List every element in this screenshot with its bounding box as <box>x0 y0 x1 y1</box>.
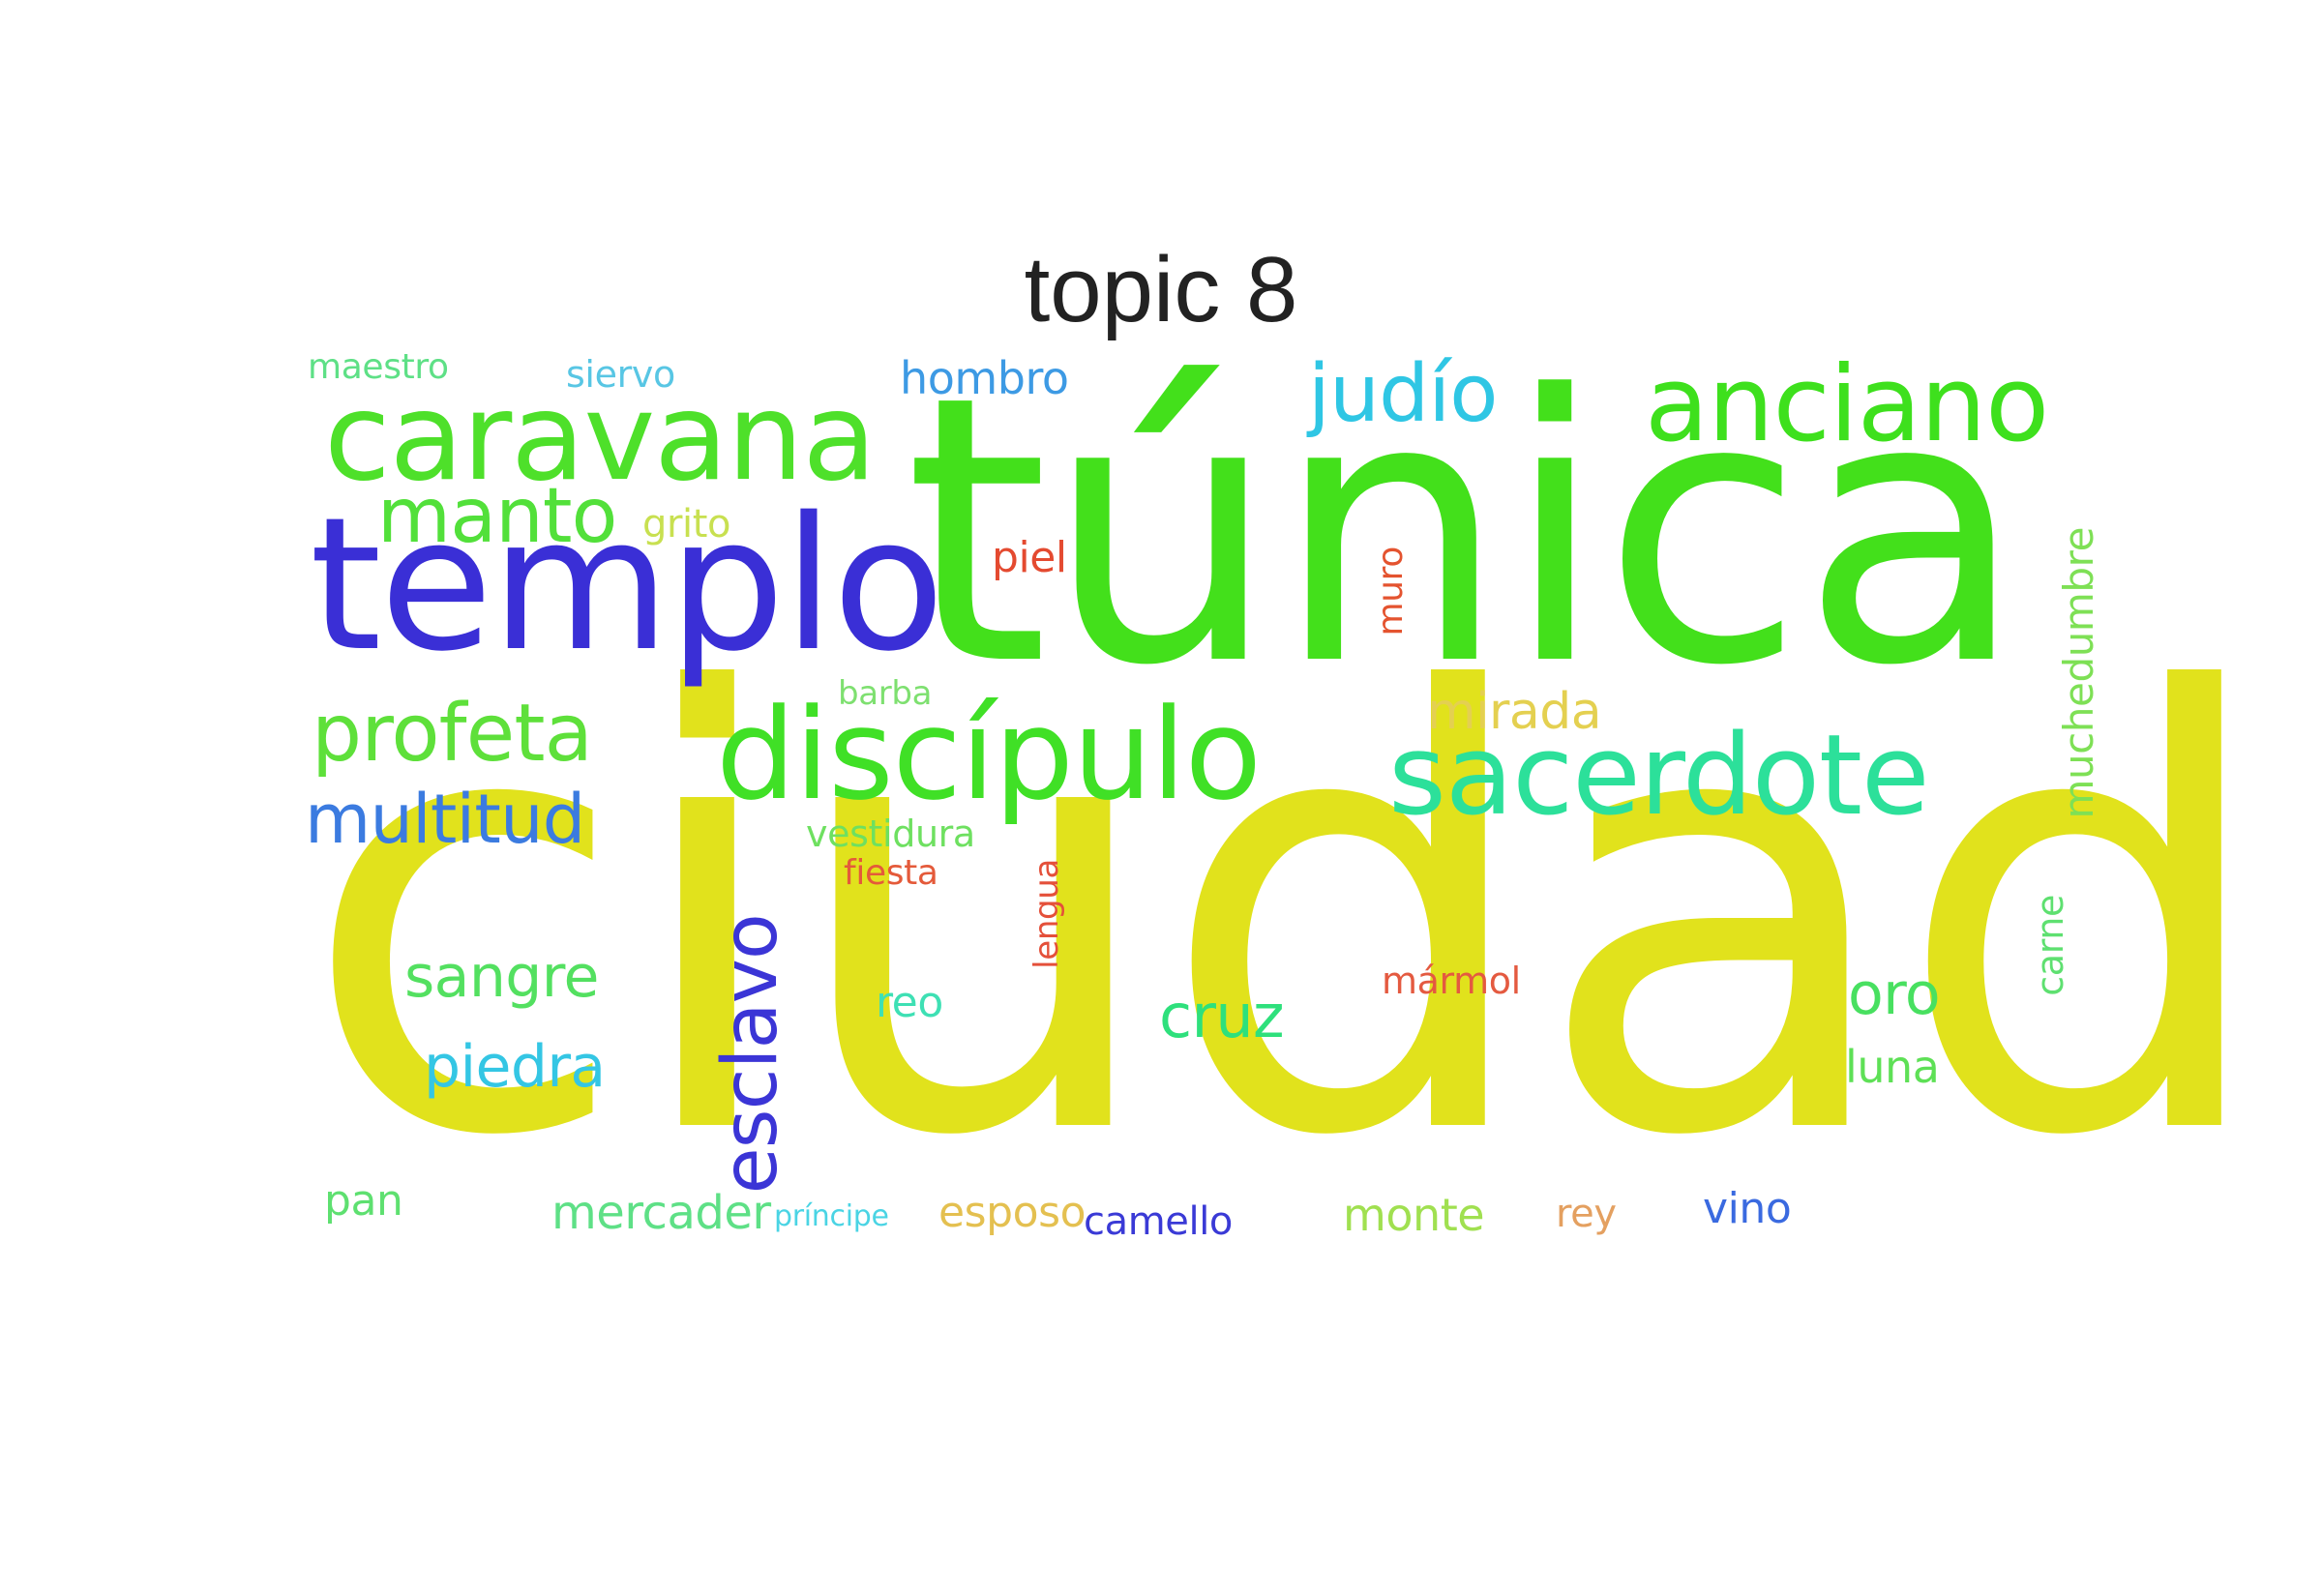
word-28: fiesta <box>844 853 938 893</box>
word-23: grito <box>642 502 731 547</box>
figure-title: topic 8 <box>1024 238 1298 341</box>
word-31: reo <box>876 978 943 1027</box>
word-22: hombro <box>900 352 1069 404</box>
word-33: mercader <box>551 1186 771 1240</box>
word-13: piedra <box>424 1033 606 1101</box>
word-14: cruz <box>1159 981 1285 1051</box>
word-34: príncipe <box>774 1199 889 1233</box>
word-4: anciano <box>1645 344 2049 465</box>
word-32: pan <box>324 1176 403 1226</box>
word-39: vino <box>1703 1184 1792 1233</box>
word-19: carne <box>2029 895 2071 996</box>
word-7: judío <box>1308 348 1498 440</box>
word-30: mármol <box>1382 960 1521 1002</box>
word-8: manto <box>377 473 617 560</box>
word-11: esclavo <box>707 914 794 1195</box>
word-5: discípulo <box>716 681 1262 828</box>
word-20: maestro <box>308 347 449 387</box>
word-3: caravana <box>324 368 877 508</box>
word-16: luna <box>1845 1041 1940 1093</box>
word-0: ciudad <box>300 570 2276 1267</box>
word-36: camello <box>1084 1199 1233 1244</box>
word-18: muchedumbre <box>2055 527 2102 819</box>
word-2: templo <box>310 478 945 692</box>
word-1: túnica <box>905 317 2026 746</box>
word-15: oro <box>1848 961 1941 1028</box>
word-37: monte <box>1343 1189 1485 1241</box>
word-24: piel <box>992 533 1067 582</box>
word-6: sacerdote <box>1388 711 1930 841</box>
word-21: siervo <box>566 353 675 396</box>
word-26: barba <box>838 674 933 713</box>
word-12: sangre <box>404 943 599 1011</box>
word-17: mirada <box>1427 683 1602 741</box>
word-35: esposo <box>938 1188 1087 1237</box>
word-25: muro <box>1371 547 1411 636</box>
word-38: rey <box>1556 1192 1617 1236</box>
word-10: multitud <box>305 780 585 859</box>
word-27: vestidura <box>806 813 975 855</box>
word-9: profeta <box>312 688 593 780</box>
word-29: lengua <box>1027 859 1066 969</box>
